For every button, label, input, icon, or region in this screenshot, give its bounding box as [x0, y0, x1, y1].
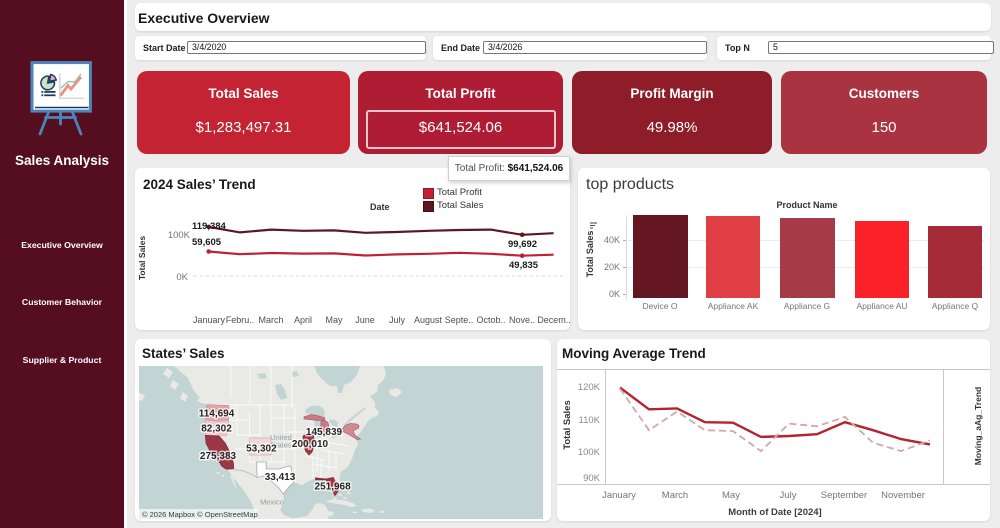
svg-text:Mexico: Mexico	[260, 498, 284, 507]
svg-text:Total Sales: Total Sales	[563, 400, 573, 449]
svg-text:© 2026 Mapbox © OpenStreetMap: © 2026 Mapbox © OpenStreetMap	[142, 510, 258, 519]
svg-text:Total Sales: Total Sales	[586, 231, 595, 278]
svg-text:145,839: 145,839	[306, 427, 343, 438]
svg-text:251,968: 251,968	[315, 482, 352, 493]
svg-text:Total Sales: Total Sales	[139, 236, 147, 281]
svg-text:114,694: 114,694	[199, 409, 235, 420]
svg-text:53,302: 53,302	[246, 444, 277, 455]
svg-text:33,413: 33,413	[265, 472, 296, 483]
svg-text:States: States	[270, 441, 292, 450]
svg-text:United: United	[270, 433, 292, 442]
svg-text:Moving_aAg_Trend: Moving_aAg_Trend	[973, 387, 983, 465]
svg-text:275,383: 275,383	[200, 451, 237, 462]
svg-text:82,302: 82,302	[201, 423, 232, 434]
svg-text:200,010: 200,010	[292, 439, 329, 450]
